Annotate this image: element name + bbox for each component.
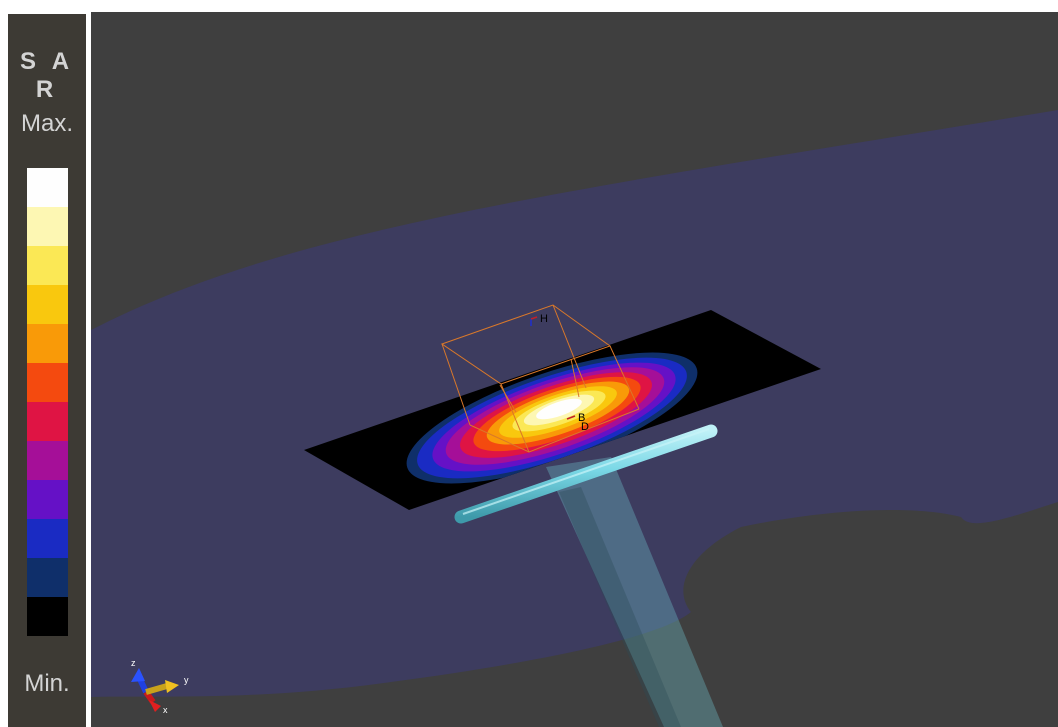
y-axis-arrow <box>165 680 179 693</box>
colorbar-segment <box>27 285 68 324</box>
legend-min-label: Min. <box>24 670 70 697</box>
z-axis-label: z <box>131 658 136 668</box>
colorbar-segment <box>27 207 68 246</box>
x-axis-arrow <box>149 700 161 712</box>
z-axis-arrow <box>131 668 145 682</box>
legend-title: S A R <box>19 48 75 103</box>
dipole-stand-shadow <box>559 487 681 727</box>
y-axis-label: y <box>184 675 189 685</box>
marker-h: H <box>530 313 548 326</box>
axis-triad[interactable]: y x z <box>131 658 189 715</box>
colorbar-segment <box>27 597 68 636</box>
marker-b-label: B <box>578 412 585 424</box>
marker-d-label: D <box>581 421 589 433</box>
x-axis-label: x <box>163 705 168 715</box>
colorbar-segment <box>27 168 68 207</box>
dipole-stand <box>546 457 723 727</box>
sar-colorbar <box>27 168 68 636</box>
legend-max-label: Max. <box>20 110 73 137</box>
sar-distribution <box>406 352 698 484</box>
colorbar-segment <box>27 480 68 519</box>
colorbar-segment <box>27 363 68 402</box>
3d-viewport[interactable]: H B D y x z <box>91 12 1058 727</box>
sar-legend-panel: S A R Max. Min. <box>8 14 86 727</box>
colorbar-segment <box>27 246 68 285</box>
colorbar-segment <box>27 558 68 597</box>
colorbar-segment <box>27 324 68 363</box>
averaging-cube <box>440 304 640 453</box>
dipole-antenna <box>454 424 718 524</box>
colorbar-segment <box>27 441 68 480</box>
colorbar-segment <box>27 402 68 441</box>
colorbar-segment <box>27 519 68 558</box>
scene-canvas: H B D y x z <box>91 110 1058 727</box>
marker-b: B D <box>566 412 589 433</box>
marker-h-label: H <box>540 313 548 325</box>
